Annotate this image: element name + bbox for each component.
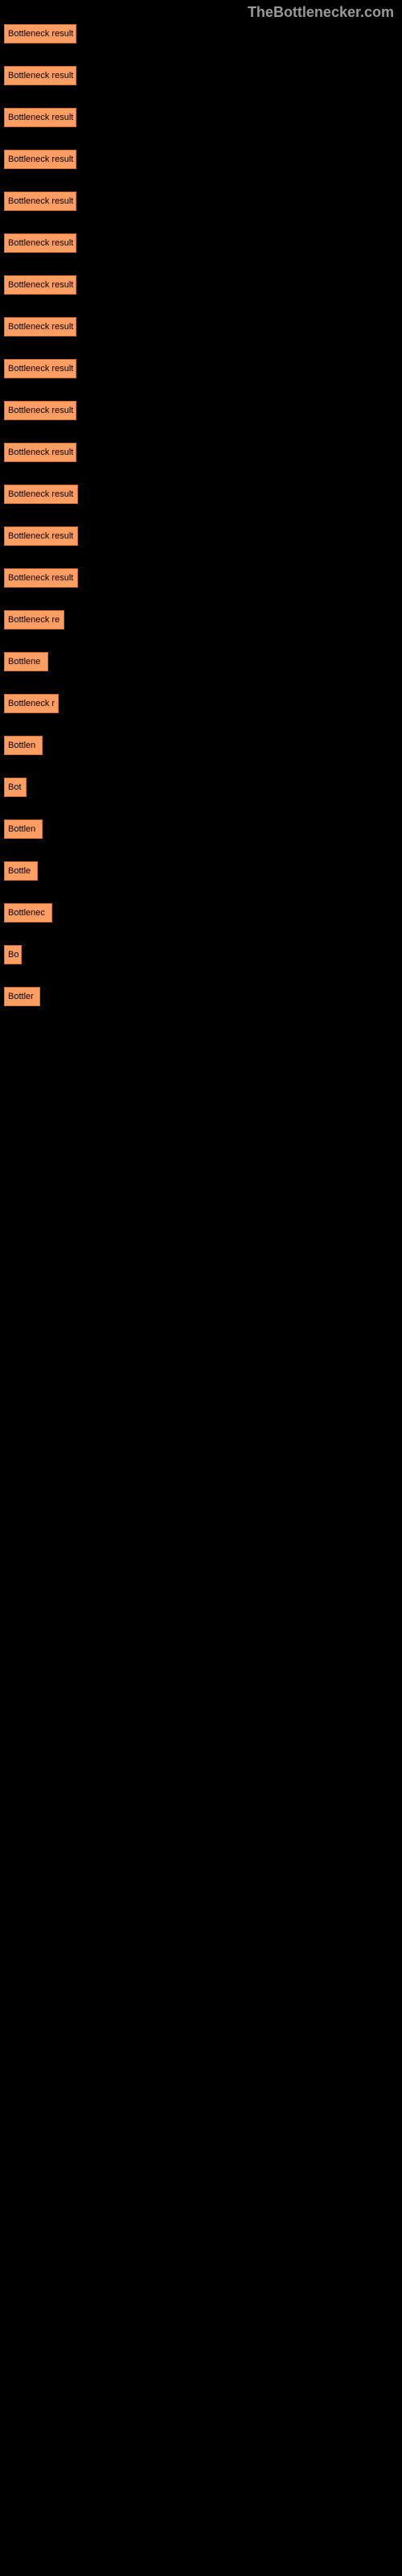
bar-item: Bottleneck result: [4, 66, 76, 85]
bar-row: Bottlenec: [4, 903, 398, 923]
bar-row: Bottle: [4, 861, 398, 881]
bar-row: Bottleneck result: [4, 192, 398, 211]
bar-item: Bottleneck result: [4, 359, 76, 378]
bar-row: Bottleneck result: [4, 485, 398, 504]
bar-row: Bottleneck result: [4, 24, 398, 43]
bar-item: Bottleneck r: [4, 694, 59, 713]
bar-row: Bottlen: [4, 819, 398, 839]
bar-item: Bottlenec: [4, 903, 52, 923]
bar-item: Bottleneck result: [4, 317, 76, 336]
bar-item: Bottleneck re: [4, 610, 64, 630]
bar-row: Bottleneck result: [4, 401, 398, 420]
bar-row: Bottleneck result: [4, 443, 398, 462]
bar-row: Bottleneck result: [4, 568, 398, 588]
bar-row: Bo: [4, 945, 398, 964]
bar-row: Bottleneck result: [4, 66, 398, 85]
bar-row: Bottleneck result: [4, 359, 398, 378]
bar-row: Bottleneck result: [4, 317, 398, 336]
bar-row: Bot: [4, 778, 398, 797]
watermark-text: TheBottlenecker.com: [248, 4, 394, 21]
bar-item: Bo: [4, 945, 22, 964]
bar-item: Bottleneck result: [4, 401, 76, 420]
bar-row: Bottleneck result: [4, 108, 398, 127]
bar-row: Bottler: [4, 987, 398, 1006]
bar-row: Bottlene: [4, 652, 398, 671]
bar-item: Bottleneck result: [4, 485, 78, 504]
bar-item: Bottleneck result: [4, 233, 76, 253]
bar-item: Bottleneck result: [4, 526, 78, 546]
bar-row: Bottleneck result: [4, 275, 398, 295]
bar-item: Bottleneck result: [4, 568, 78, 588]
bar-item: Bottlen: [4, 736, 43, 755]
bar-row: Bottleneck result: [4, 526, 398, 546]
bar-item: Bottleneck result: [4, 275, 76, 295]
bar-row: Bottleneck r: [4, 694, 398, 713]
bar-item: Bottleneck result: [4, 108, 76, 127]
bar-item: Bottlen: [4, 819, 43, 839]
bar-row: Bottleneck result: [4, 150, 398, 169]
bar-row: Bottleneck re: [4, 610, 398, 630]
bar-item: Bottleneck result: [4, 24, 76, 43]
bar-chart-container: Bottleneck result Bottleneck result Bottle…: [0, 0, 402, 1037]
bar-item: Bottleneck result: [4, 150, 76, 169]
bar-item: Bottleneck result: [4, 192, 76, 211]
bar-item: Bottleneck result: [4, 443, 76, 462]
bar-item: Bottlene: [4, 652, 48, 671]
bar-row: Bottlen: [4, 736, 398, 755]
bar-item: Bottler: [4, 987, 40, 1006]
bar-row: Bottleneck result: [4, 233, 398, 253]
bar-item: Bot: [4, 778, 27, 797]
bar-item: Bottle: [4, 861, 38, 881]
